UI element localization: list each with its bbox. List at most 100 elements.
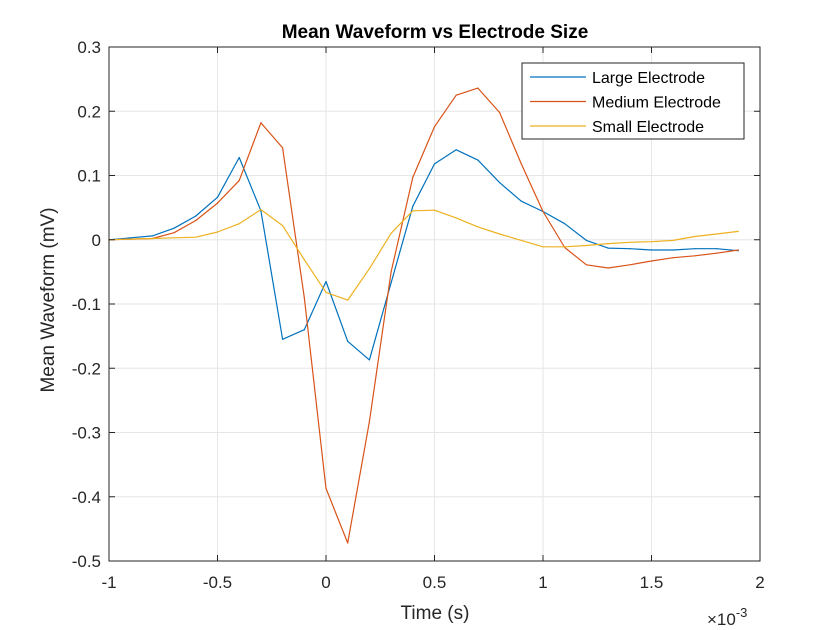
legend: Large Electrode Medium Electrode Small Ele… (521, 62, 745, 140)
legend-label: Small Electrode (592, 119, 704, 136)
axis-ticks: -1 -0.5 0 0.5 1 1.5 2-0.5-0.4-0.3-0.2-0.100.10… (72, 38, 765, 592)
data-point (238, 223, 240, 225)
data-point (390, 282, 392, 284)
data-point (607, 247, 609, 249)
data-point (282, 338, 284, 340)
data-point (195, 236, 197, 238)
y-tick-label: -0.1 (72, 295, 101, 314)
series-line (108, 209, 739, 301)
x-tick-label: 1.5 (640, 573, 664, 592)
x-tick-label: -0.5 (203, 573, 232, 592)
data-point (477, 87, 479, 89)
legend-item: Large Electrode (530, 70, 705, 87)
data-point (368, 359, 370, 361)
series-line (108, 87, 739, 544)
legend-label: Medium Electrode (592, 95, 721, 112)
data-point (282, 225, 284, 227)
data-point (629, 264, 631, 266)
data-point (499, 182, 501, 184)
data-point (520, 200, 522, 202)
data-point (477, 226, 479, 228)
data-point (629, 241, 631, 243)
y-tick-label: 0.2 (77, 102, 101, 121)
data-point (694, 255, 696, 257)
data-point (412, 205, 414, 207)
data-point (585, 244, 588, 247)
data-point (607, 243, 609, 245)
x-tick-label: 1 (538, 573, 547, 592)
data-point (412, 176, 414, 178)
data-point (542, 246, 544, 248)
data-point (347, 542, 349, 544)
data-point (238, 156, 240, 159)
data-point (716, 248, 718, 250)
x-axis-label: Time (s) (401, 603, 470, 624)
y-tick-label: -0.3 (72, 424, 101, 443)
data-point (260, 209, 262, 211)
data-point (737, 249, 739, 251)
data-point (499, 233, 501, 235)
data-point (564, 246, 566, 248)
data-point (433, 163, 436, 165)
data-point (151, 237, 153, 240)
data-point (694, 235, 696, 238)
data-point (455, 217, 457, 219)
data-point (412, 210, 414, 212)
chart-title: Mean Waveform vs Electrode Size (282, 22, 589, 43)
y-tick-label: -0.4 (72, 488, 101, 507)
series-large-electrode (108, 149, 739, 361)
data-point (585, 239, 588, 241)
series-line (108, 149, 739, 361)
data-point (585, 264, 588, 266)
data-point (433, 126, 436, 128)
data-point (347, 299, 349, 301)
data-point (542, 210, 544, 213)
x-axis-exponent-power: -3 (736, 605, 748, 620)
data-point (672, 239, 674, 241)
y-tick-label: -0.5 (72, 552, 101, 571)
data-point (303, 297, 305, 299)
x-axis-exponent-base: ×10 (707, 610, 736, 629)
x-axis-exponent: ×10-3 (707, 605, 747, 629)
data-point (173, 237, 175, 239)
data-point (303, 329, 305, 331)
y-tick-label: 0 (92, 231, 101, 250)
x-tick-label: 0.5 (423, 573, 447, 592)
x-tick-label: 2 (755, 573, 764, 592)
data-point (737, 230, 739, 232)
data-point (325, 291, 327, 293)
data-point (477, 159, 479, 161)
data-point (238, 180, 240, 182)
data-point (455, 149, 457, 151)
data-point (216, 231, 219, 233)
legend-label: Large Electrode (592, 70, 705, 87)
data-point (368, 421, 370, 423)
data-point (390, 232, 392, 234)
x-tick-label: 0 (321, 573, 330, 592)
data-point (282, 147, 284, 149)
data-point (260, 122, 262, 124)
data-point (520, 239, 522, 241)
data-point (650, 241, 653, 243)
legend-item: Medium Electrode (530, 95, 721, 112)
y-tick-label: 0.1 (77, 167, 101, 186)
plot-lines (108, 87, 739, 544)
data-point (672, 249, 674, 251)
data-point (130, 237, 132, 239)
data-point (368, 268, 370, 270)
data-point (499, 111, 501, 114)
y-axis-label: Mean Waveform (mV) (38, 207, 59, 392)
y-tick-label: -0.2 (72, 359, 101, 378)
data-point (564, 223, 566, 225)
x-tick-label: -1 (101, 573, 116, 592)
data-point (520, 163, 522, 165)
data-point (303, 259, 305, 261)
data-point (650, 249, 653, 251)
data-point (325, 280, 327, 283)
data-point (455, 94, 457, 96)
data-point (716, 233, 718, 235)
data-point (173, 227, 175, 229)
data-point (216, 196, 219, 198)
data-point (716, 252, 718, 254)
